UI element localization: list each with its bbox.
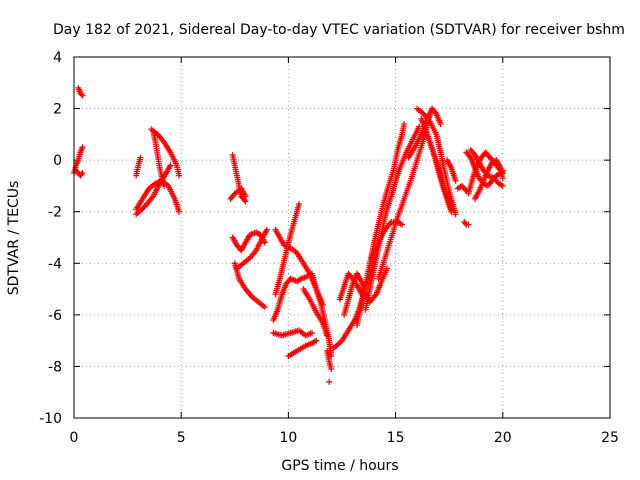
data-point [465, 221, 472, 228]
x-tick-label: 5 [177, 430, 186, 446]
data-point [242, 193, 249, 200]
data-point [161, 182, 168, 189]
data-point [462, 220, 469, 227]
data-point [78, 171, 85, 178]
plot-frame [73, 56, 611, 419]
data-point [499, 182, 506, 189]
data-point [466, 153, 473, 160]
y-tick-label: 0 [53, 153, 62, 169]
data-point [313, 337, 320, 344]
data-point [452, 211, 459, 218]
chart-title: Day 182 of 2021, Sidereal Day-to-day VTE… [53, 22, 625, 38]
data-point [79, 170, 86, 177]
data-point [296, 200, 303, 207]
data-point [79, 92, 86, 99]
x-tick-label: 20 [494, 430, 512, 446]
data-point [137, 154, 144, 161]
data-point [328, 353, 335, 360]
data-point [241, 197, 248, 204]
y-axis-label: SDTVAR / TECUs [6, 181, 22, 296]
data-point [176, 172, 183, 179]
data-point [326, 378, 333, 385]
data-point [308, 329, 315, 336]
x-tick-label: 0 [70, 430, 79, 446]
x-tick-label: 15 [387, 430, 405, 446]
data-point [348, 274, 355, 281]
data-point [176, 208, 183, 215]
data-point [242, 198, 249, 205]
data-point [79, 144, 86, 151]
data-point [399, 221, 406, 228]
y-tick-label: -4 [48, 256, 62, 272]
x-tick-label: 10 [279, 430, 297, 446]
y-tick-label: -6 [48, 308, 62, 324]
axis-ticks: 0 5 10 15 20 25 -10 -8 -6 -4 -2 0 2 4 [39, 50, 619, 446]
data-point [384, 265, 391, 272]
data-point [452, 177, 459, 184]
data-point [437, 121, 444, 128]
data-points [71, 84, 506, 385]
data-point [432, 109, 439, 116]
x-axis-label: GPS time / hours [281, 458, 398, 474]
y-tick-label: -2 [48, 205, 62, 221]
data-point [416, 123, 423, 130]
data-point [261, 304, 268, 311]
data-point [499, 175, 506, 182]
data-point [401, 121, 408, 128]
y-tick-label: -8 [48, 359, 62, 375]
data-point [78, 91, 85, 98]
y-tick-label: -10 [39, 411, 62, 427]
y-tick-label: 4 [53, 50, 62, 66]
y-tick-label: 2 [53, 102, 62, 118]
x-tick-label: 25 [601, 430, 619, 446]
data-point [448, 208, 455, 215]
data-point [167, 162, 174, 169]
data-point [263, 226, 270, 233]
data-point [328, 366, 335, 373]
gridlines [74, 57, 610, 418]
